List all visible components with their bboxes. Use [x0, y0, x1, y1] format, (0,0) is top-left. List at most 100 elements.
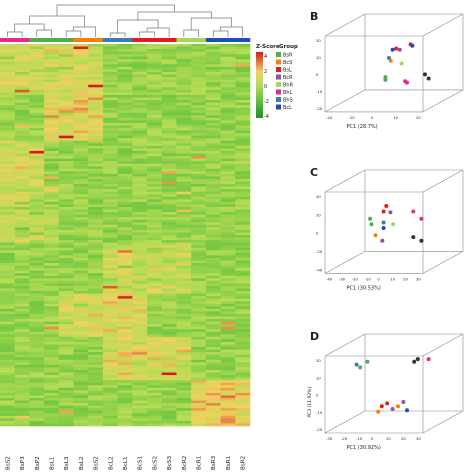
heatmap-cell [132, 375, 148, 378]
heatmap-cell [29, 94, 45, 98]
heatmap-cell [102, 339, 118, 343]
heatmap-cell [73, 397, 89, 401]
heatmap-cell [191, 288, 207, 292]
heatmap-cell [147, 247, 163, 251]
heatmap-cell [73, 255, 89, 259]
heatmap-cell [58, 150, 74, 154]
heatmap-cell [117, 61, 133, 65]
heatmap-cell [58, 135, 74, 139]
heatmap-cell [44, 49, 60, 52]
heatmap-cell [161, 301, 177, 305]
heatmap-cell [132, 232, 148, 236]
heatmap-cell [191, 130, 207, 134]
heatmap-cell [220, 283, 236, 287]
heatmap-cell [161, 69, 177, 73]
heatmap-cell [29, 357, 45, 361]
heatmap-cell [176, 339, 192, 343]
pca-point [399, 61, 404, 66]
heatmap-cell [220, 204, 236, 208]
heatmap-cell [102, 298, 118, 302]
heatmap-cell [117, 280, 133, 284]
heatmap-cell [176, 59, 192, 63]
heatmap-cell [161, 61, 177, 65]
heatmap-cell [117, 247, 133, 251]
heatmap-cell [176, 232, 192, 236]
heatmap-cell [44, 138, 60, 142]
heatmap-cell [191, 357, 207, 361]
heatmap-cell [88, 87, 104, 91]
heatmap-cell [88, 344, 104, 348]
heatmap-cell [14, 54, 30, 58]
heatmap-cell [0, 357, 16, 361]
heatmap-cell [0, 150, 16, 154]
heatmap-cell [58, 173, 74, 177]
heatmap-cell [14, 150, 30, 154]
heatmap-cell [191, 173, 207, 177]
heatmap-cell [88, 105, 104, 108]
heatmap-cell [102, 224, 118, 228]
heatmap-cell [58, 240, 74, 243]
heatmap-cell [102, 316, 118, 320]
heatmap-cell [132, 237, 148, 241]
heatmap-cell [176, 105, 192, 108]
heatmap-cell [73, 56, 89, 60]
heatmap-cell [14, 105, 30, 108]
heatmap-cell [102, 133, 118, 136]
pca-point [380, 238, 385, 243]
heatmap-cell [44, 130, 60, 134]
heatmap-cell [191, 308, 207, 312]
heatmap-cell [176, 184, 192, 187]
heatmap-cell [73, 224, 89, 228]
heatmap-cell [220, 61, 236, 65]
heatmap-cell [88, 92, 104, 96]
heatmap-cell [205, 196, 221, 200]
heatmap-cell [117, 176, 133, 180]
heatmap-cell [44, 158, 60, 162]
heatmap-cell [44, 410, 60, 414]
heatmap-cell [0, 102, 16, 106]
heatmap-cell [117, 418, 133, 422]
heatmap-cell [205, 242, 221, 246]
heatmap-cell [176, 336, 192, 340]
heatmap-cell [117, 283, 133, 287]
heatmap-cell [132, 74, 148, 78]
heatmap-cell [58, 418, 74, 422]
heatmap-cell [44, 140, 60, 144]
heatmap-cell [14, 178, 30, 182]
heatmap-cell [161, 324, 177, 327]
heatmap-cell [205, 298, 221, 302]
heatmap-cell [14, 380, 30, 384]
heatmap-cell [176, 308, 192, 312]
heatmap-cell [161, 288, 177, 292]
heatmap-cell [44, 380, 60, 384]
heatmap-cell [220, 206, 236, 210]
cube-edge [324, 89, 366, 113]
heatmap-cell [14, 163, 30, 167]
heatmap-cell [44, 168, 60, 172]
heatmap-cell [58, 349, 74, 353]
heatmap-cell [147, 255, 163, 259]
heatmap-cell [73, 285, 89, 289]
heatmap-cell [14, 375, 30, 378]
heatmap-cell [102, 273, 118, 277]
heatmap-cell [205, 222, 221, 226]
heatmap-cell [147, 268, 163, 271]
heatmap-cell [220, 128, 236, 131]
heatmap-cell [235, 392, 251, 396]
heatmap-cell [191, 145, 207, 149]
scale-tick-label: -2 [264, 99, 269, 105]
heatmap-cell [176, 219, 192, 223]
heatmap-cell [191, 387, 207, 391]
heatmap-cell [44, 229, 60, 233]
heatmap-cell [132, 135, 148, 139]
heatmap-cell [117, 306, 133, 310]
heatmap-cell [220, 387, 236, 391]
heatmap-cell [102, 303, 118, 307]
heatmap-cell [191, 296, 207, 299]
heatmap-cell [58, 56, 74, 60]
heatmap-cell [235, 140, 251, 144]
heatmap-cell [58, 178, 74, 182]
heatmap-cell [191, 367, 207, 371]
heatmap-cell [176, 173, 192, 177]
heatmap-cell [88, 173, 104, 177]
